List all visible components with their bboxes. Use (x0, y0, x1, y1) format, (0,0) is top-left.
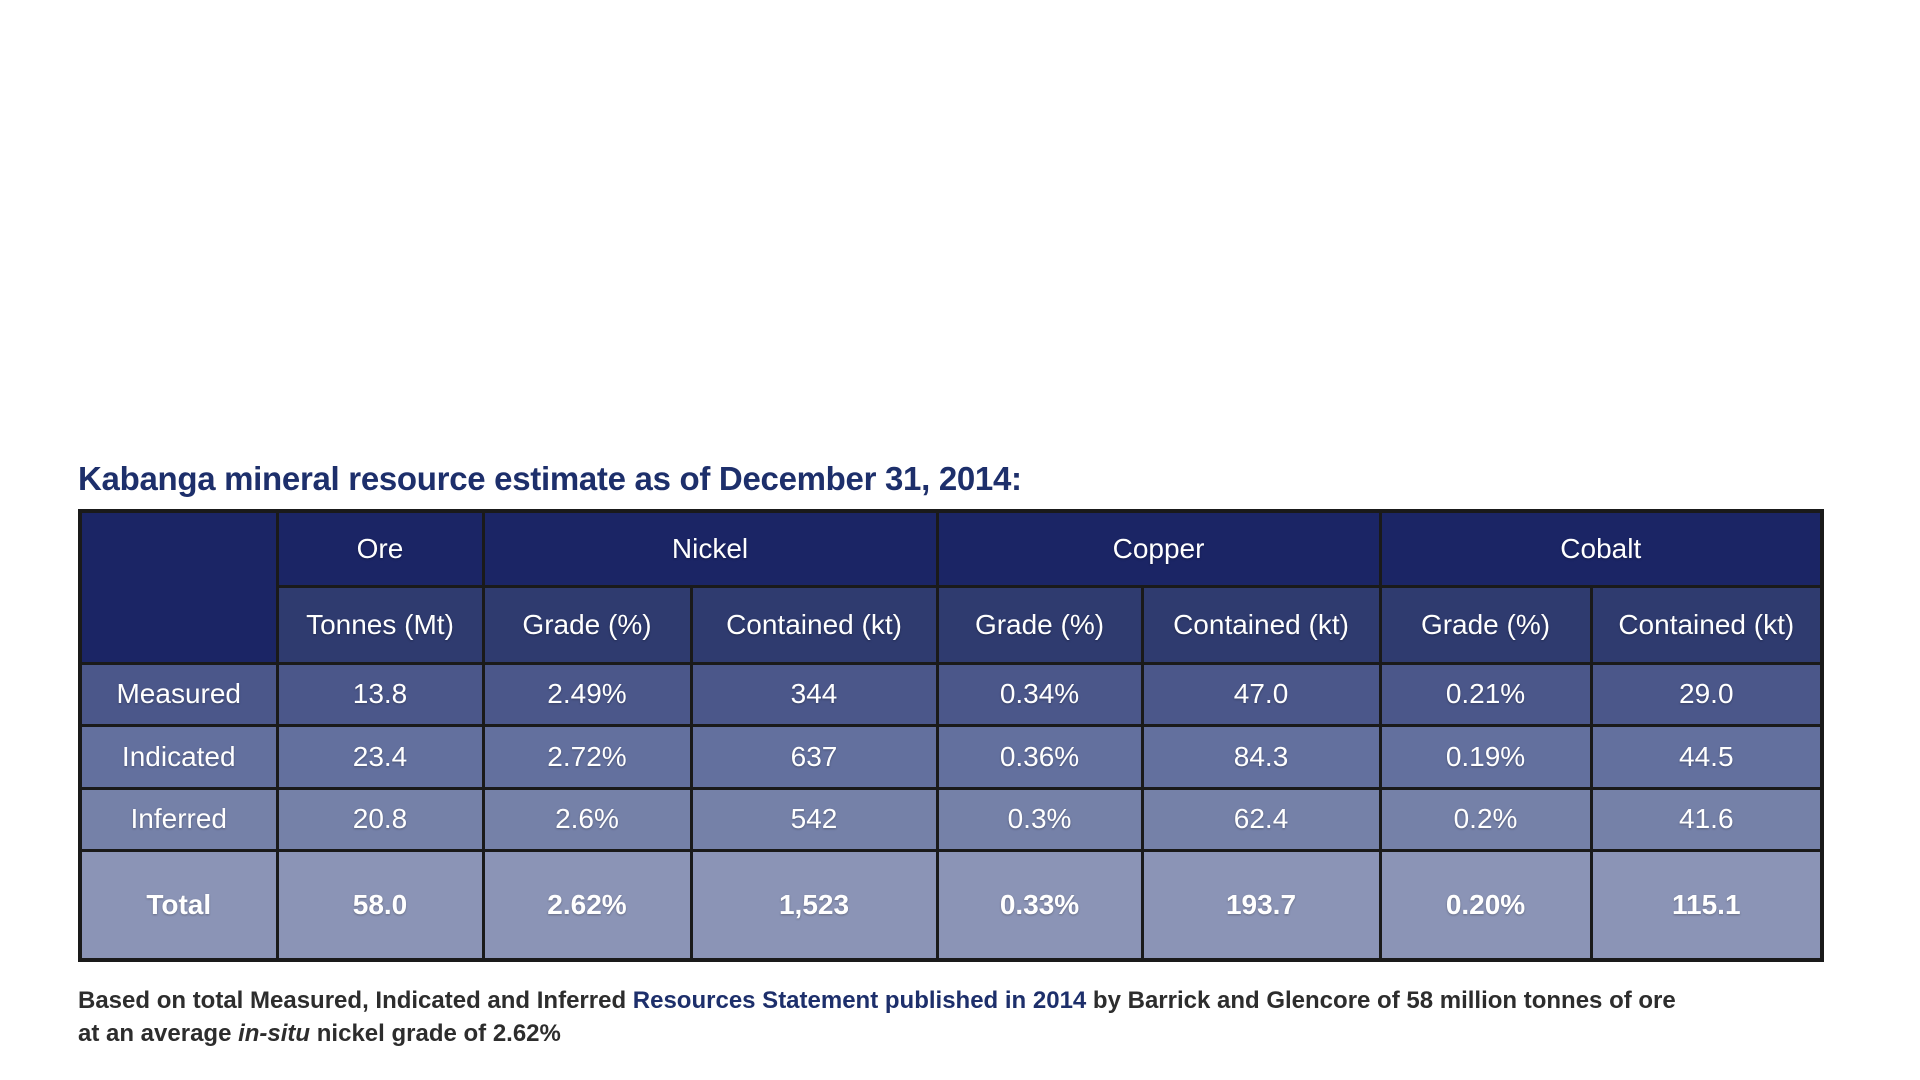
footnote-text: at an average (78, 1020, 239, 1047)
row-label: Inferred (78, 786, 279, 852)
group-header-nickel: Nickel (481, 509, 939, 588)
footnote-italic-text: in-situ (238, 1020, 311, 1047)
row-label: Indicated (78, 723, 279, 790)
cell: 1,523 (689, 848, 939, 962)
cell: 2.72% (481, 723, 693, 790)
resources-statement-link[interactable]: Resources Statement published in 2014 (632, 987, 1087, 1014)
footnote-line-2: at an average in-situ nickel grade of 2.… (78, 1017, 1820, 1050)
column-header-ni-grade: Grade (%) (481, 584, 693, 665)
cell: 344 (689, 661, 939, 727)
cell: 193.7 (1140, 848, 1382, 962)
cell: 0.21% (1378, 661, 1593, 727)
cell: 62.4 (1140, 786, 1382, 852)
cell: 41.6 (1589, 786, 1824, 852)
row-label: Measured (78, 661, 279, 727)
group-header-row: Ore Nickel Copper Cobalt (78, 509, 1824, 665)
cell: 542 (689, 786, 939, 852)
group-header-copper: Copper (935, 509, 1382, 588)
cell: 2.62% (481, 848, 693, 962)
group-header-ore: Ore (275, 509, 485, 588)
mineral-resource-table: Ore Nickel Copper Cobalt Tonnes (Mt) Gra… (78, 509, 1825, 962)
cell: 0.20% (1378, 848, 1593, 962)
cell: 23.4 (275, 723, 485, 790)
corner-cell (78, 509, 279, 665)
table-row-measured: Measured 13.8 2.49% 344 0.34% 47.0 0.21%… (78, 661, 1824, 727)
table-row-inferred: Inferred 20.8 2.6% 542 0.3% 62.4 0.2% 41… (78, 786, 1824, 852)
column-header-co-contained: Contained (kt) (1589, 584, 1824, 665)
group-header-cobalt: Cobalt (1378, 509, 1824, 588)
table-row-indicated: Indicated 23.4 2.72% 637 0.36% 84.3 0.19… (78, 723, 1824, 790)
page-title: Kabanga mineral resource estimate as of … (78, 460, 1022, 497)
cell: 29.0 (1589, 661, 1824, 727)
table-row-total: Total 58.0 2.62% 1,523 0.33% 193.7 0.20%… (78, 848, 1824, 962)
row-label: Total (78, 848, 279, 962)
cell: 115.1 (1589, 848, 1824, 962)
cell: 13.8 (275, 661, 485, 727)
cell: 0.19% (1378, 723, 1593, 790)
column-header-cu-grade: Grade (%) (935, 584, 1144, 665)
cell: 0.36% (935, 723, 1144, 790)
cell: 44.5 (1589, 723, 1824, 790)
subheader-row: Tonnes (Mt) Grade (%) Contained (kt) Gra… (80, 584, 1824, 665)
cell: 47.0 (1140, 661, 1382, 727)
footnote-text: by Barrick and Glencore of 58 million to… (1086, 987, 1676, 1014)
cell: 58.0 (275, 848, 485, 962)
cell: 2.6% (481, 786, 693, 852)
cell: 20.8 (275, 786, 485, 852)
column-header-co-grade: Grade (%) (1378, 584, 1593, 665)
footnote-text: nickel grade of 2.62% (310, 1020, 561, 1047)
column-header-ni-contained: Contained (kt) (689, 584, 939, 665)
cell: 637 (689, 723, 939, 790)
column-header-cu-contained: Contained (kt) (1140, 584, 1382, 665)
cell: 0.34% (935, 661, 1144, 727)
column-header-tonnes: Tonnes (Mt) (275, 584, 485, 665)
footnote-line-1: Based on total Measured, Indicated and I… (78, 984, 1820, 1017)
cell: 0.2% (1378, 786, 1593, 852)
footnote-text: Based on total Measured, Indicated and I… (78, 987, 633, 1014)
cell: 84.3 (1140, 723, 1382, 790)
cell: 0.3% (935, 786, 1144, 852)
table-section: Kabanga mineral resource estimate as of … (78, 460, 1825, 1050)
cell: 2.49% (481, 661, 693, 727)
cell: 0.33% (935, 848, 1144, 962)
footnote: Based on total Measured, Indicated and I… (78, 984, 1820, 1050)
